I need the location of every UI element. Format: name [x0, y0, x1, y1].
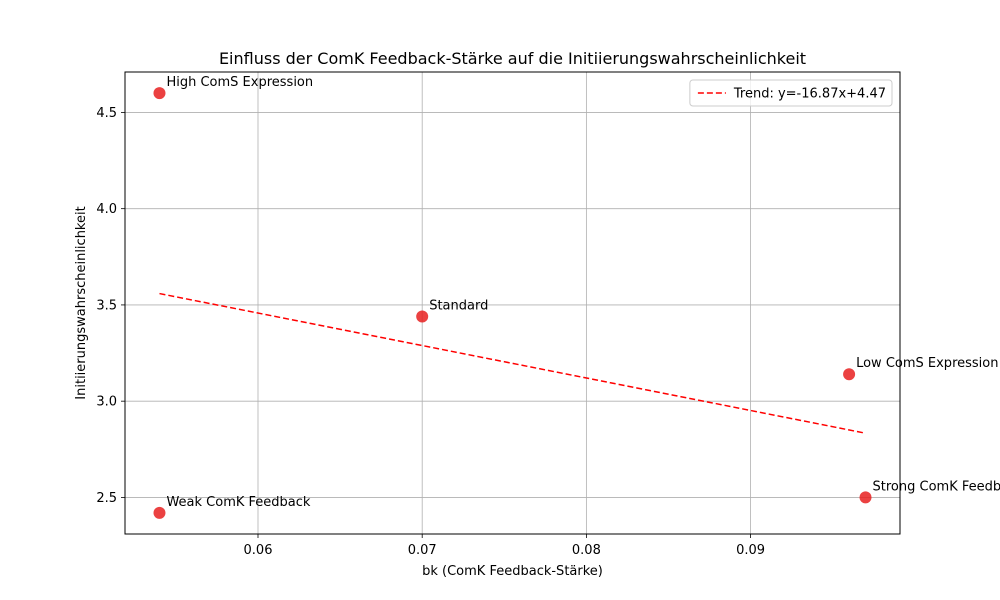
x-tick-label: 0.06 [244, 543, 273, 558]
y-tick-label: 3.0 [96, 395, 117, 410]
y-tick-label: 4.5 [96, 106, 117, 121]
ticks-layer: 0.06 0.07 0.08 0.09 2.5 3.0 3.5 4.0 4.5 [96, 106, 765, 558]
x-tick-label: 0.09 [736, 543, 765, 558]
y-axis-label: Initiierungswahrscheinlichkeit [74, 206, 89, 399]
legend-box [689, 79, 893, 107]
point-annotation: High ComS Expression [166, 75, 313, 90]
annotations-layer: High ComS Expression Standard Low ComS Exp… [166, 75, 1000, 510]
data-point [153, 87, 166, 100]
x-axis-label: bk (ComK Feedback-Stärke) [422, 564, 603, 579]
data-point [416, 310, 429, 323]
y-tick-label: 3.5 [96, 298, 117, 313]
x-tick-label: 0.07 [408, 543, 437, 558]
data-point [843, 368, 856, 381]
data-point [153, 506, 166, 519]
plot-frame [124, 71, 901, 535]
trend-line [159, 292, 866, 434]
point-annotation: Standard [429, 298, 488, 313]
point-annotation: Strong ComK Feedback [873, 479, 1000, 494]
point-annotation: Low ComS Expression [856, 356, 998, 371]
data-point [859, 491, 872, 504]
chart-title: Einfluss der ComK Feedback-Stärke auf di… [219, 49, 806, 68]
legend: Trend: y=-16.87x+4.47 [689, 79, 893, 107]
points-layer [153, 87, 872, 519]
trend-layer [159, 292, 866, 434]
point-annotation: Weak ComK Feedback [166, 495, 310, 510]
legend-trend-label: Trend: y=-16.87x+4.47 [733, 87, 886, 102]
grid [125, 72, 900, 534]
y-tick-label: 2.5 [96, 491, 117, 506]
x-tick-label: 0.08 [572, 543, 601, 558]
y-tick-label: 4.0 [96, 202, 117, 217]
